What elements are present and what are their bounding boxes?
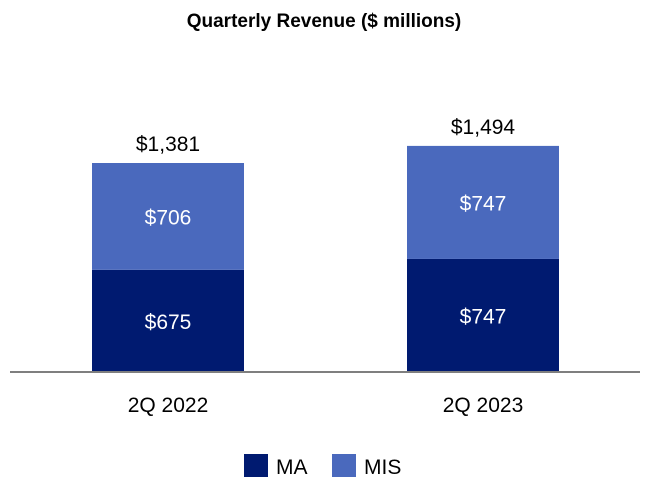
data-label-mis-1: $747 [460,192,507,215]
chart-title: Quarterly Revenue ($ millions) [187,11,462,32]
bar-mis-0 [92,163,244,270]
bar-ma-1 [407,258,559,372]
x-tick-label-1: 2Q 2023 [443,394,524,417]
data-label-ma-1: $747 [460,305,507,328]
legend-swatch-mis [332,454,356,477]
bar-ma-0 [92,269,244,372]
legend-label-mis: MIS [364,456,401,479]
legend-swatch-ma [244,454,268,477]
x-tick-label-0: 2Q 2022 [128,394,209,417]
data-label-mis-0: $706 [145,206,192,229]
total-label-0: $1,381 [136,133,200,156]
data-label-ma-0: $675 [145,311,192,334]
total-label-1: $1,494 [451,116,516,139]
bar-mis-1 [407,145,559,259]
legend-label-ma: MA [276,456,308,479]
